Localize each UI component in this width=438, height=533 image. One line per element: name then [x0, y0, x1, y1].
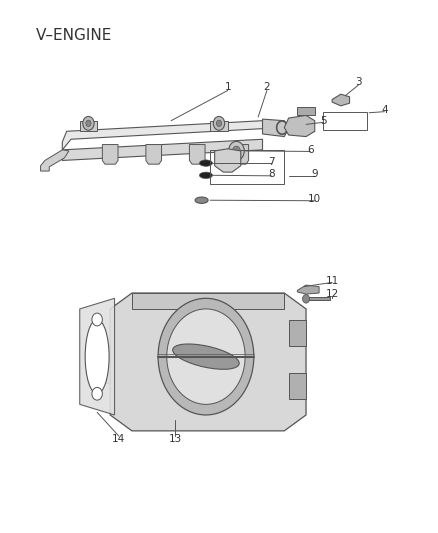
Circle shape	[213, 116, 225, 130]
Polygon shape	[146, 144, 162, 164]
Text: 3: 3	[355, 77, 362, 87]
Text: 7: 7	[268, 157, 275, 166]
Polygon shape	[215, 149, 241, 172]
Circle shape	[86, 120, 91, 126]
Polygon shape	[132, 293, 284, 309]
Polygon shape	[210, 120, 228, 131]
Polygon shape	[189, 144, 205, 164]
Text: 11: 11	[325, 276, 339, 286]
Circle shape	[92, 313, 102, 326]
Polygon shape	[233, 144, 249, 164]
Text: 1: 1	[224, 82, 231, 92]
Polygon shape	[306, 297, 330, 301]
Text: 4: 4	[381, 105, 388, 115]
Polygon shape	[88, 346, 110, 383]
Polygon shape	[62, 120, 280, 150]
Ellipse shape	[199, 160, 212, 166]
Polygon shape	[289, 319, 306, 346]
Text: 8: 8	[268, 169, 275, 179]
Text: V–ENGINE: V–ENGINE	[36, 28, 113, 43]
Text: 14: 14	[112, 434, 126, 444]
Circle shape	[216, 120, 222, 126]
Polygon shape	[284, 115, 315, 136]
Text: 9: 9	[311, 169, 318, 179]
Text: 10: 10	[308, 194, 321, 204]
Circle shape	[167, 309, 245, 405]
Circle shape	[158, 298, 254, 415]
Polygon shape	[102, 144, 118, 164]
Polygon shape	[297, 285, 319, 294]
Polygon shape	[80, 298, 115, 415]
Polygon shape	[297, 108, 315, 115]
Circle shape	[303, 295, 310, 303]
Polygon shape	[332, 94, 350, 106]
Circle shape	[233, 146, 240, 156]
Text: 13: 13	[169, 434, 182, 444]
Ellipse shape	[195, 197, 208, 204]
Circle shape	[83, 116, 94, 130]
Ellipse shape	[173, 344, 239, 369]
Polygon shape	[289, 373, 306, 399]
Polygon shape	[62, 139, 262, 160]
Text: 5: 5	[320, 116, 327, 126]
Text: 12: 12	[325, 289, 339, 299]
Polygon shape	[80, 120, 97, 131]
Text: 6: 6	[307, 145, 314, 155]
Ellipse shape	[199, 172, 212, 179]
Polygon shape	[262, 119, 289, 136]
Circle shape	[229, 141, 244, 160]
Circle shape	[92, 387, 102, 400]
Text: 2: 2	[264, 82, 270, 92]
Polygon shape	[41, 150, 69, 171]
Polygon shape	[110, 293, 306, 431]
Ellipse shape	[85, 319, 109, 394]
